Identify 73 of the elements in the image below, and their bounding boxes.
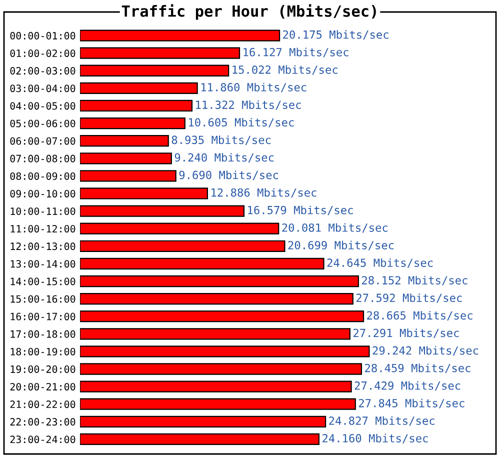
y-tick-label: 10:00-11:00	[10, 207, 76, 216]
bar	[80, 188, 208, 200]
data-label: 15.022 Mbits/sec	[232, 65, 338, 75]
data-label: 16.127 Mbits/sec	[244, 48, 348, 58]
data-label: 12.886 Mbits/sec	[212, 188, 316, 198]
bar	[80, 170, 176, 182]
y-tick-label: 00:00-01:00	[10, 32, 76, 40]
data-label: 11.322 Mbits/sec	[196, 100, 301, 110]
bar	[80, 205, 245, 217]
bar	[80, 222, 280, 234]
data-label: 24.160 Mbits/sec	[322, 434, 428, 444]
y-tick-label: 01:00-02:00	[10, 49, 76, 58]
bar	[80, 380, 352, 392]
y-tick-label: 04:00-05:00	[10, 102, 76, 110]
y-tick-label: 07:00-08:00	[10, 154, 76, 162]
y-tick-label: 16:00-17:00	[10, 312, 76, 320]
bar	[80, 30, 280, 42]
data-label: 28.665 Mbits/sec	[367, 311, 472, 320]
y-tick-label: 18:00-19:00	[10, 348, 76, 356]
bar	[80, 82, 198, 94]
data-label: 9.690 Mbits/sec	[179, 170, 278, 180]
y-tick-label: 02:00-03:00	[10, 67, 76, 75]
bar	[80, 47, 240, 59]
bar	[80, 117, 186, 130]
data-label: 29.242 Mbits/sec	[372, 346, 478, 356]
data-label: 11.860 Mbits/sec	[201, 82, 306, 92]
y-tick-label: 11:00-12:00	[10, 224, 76, 233]
y-tick-label: 08:00-09:00	[10, 172, 76, 180]
data-label: 27.291 Mbits/sec	[354, 328, 459, 338]
data-label: 28.152 Mbits/sec	[362, 276, 468, 286]
chart-title: Traffic per Hour (Mbits/sec)	[122, 4, 376, 20]
y-tick-label: 14:00-15:00	[10, 278, 76, 286]
bar	[80, 310, 364, 322]
data-label: 9.240 Mbits/sec	[174, 153, 274, 163]
bar	[80, 64, 230, 76]
y-tick-label: 06:00-07:00	[10, 137, 76, 145]
data-label: 20.699 Mbits/sec	[288, 240, 394, 250]
bar	[80, 433, 320, 446]
data-label: 16.579 Mbits/sec	[248, 206, 353, 216]
y-tick-label: 23:00-24:00	[10, 436, 76, 444]
data-label: 20.175 Mbits/sec	[283, 30, 388, 40]
data-label: 20.081 Mbits/sec	[282, 223, 388, 233]
y-tick-label: 12:00-13:00	[10, 242, 76, 250]
data-label: 27.845 Mbits/sec	[358, 398, 464, 408]
y-tick-label: 17:00-18:00	[10, 330, 76, 338]
bar	[80, 398, 356, 410]
bar	[80, 346, 370, 358]
bar	[80, 240, 286, 252]
y-tick-label: 15:00-16:00	[10, 295, 76, 303]
y-tick-label: 13:00-14:00	[10, 260, 76, 268]
data-label: 27.429 Mbits/sec	[354, 381, 460, 391]
y-tick-label: 21:00-22:00	[10, 400, 76, 408]
y-tick-label: 19:00-20:00	[10, 365, 76, 373]
y-tick-label: 09:00-10:00	[10, 190, 76, 198]
bar	[80, 258, 324, 270]
data-label: 10.605 Mbits/sec	[188, 118, 294, 128]
bar	[80, 152, 172, 164]
bar	[80, 100, 193, 112]
y-tick-label: 05:00-06:00	[10, 120, 76, 128]
data-label: 24.645 Mbits/sec	[327, 258, 433, 268]
bar	[80, 292, 354, 305]
data-label: 27.592 Mbits/sec	[356, 293, 462, 303]
y-tick-label: 20:00-21:00	[10, 382, 76, 391]
bar	[80, 416, 326, 428]
y-tick-label: 22:00-23:00	[10, 418, 76, 426]
bar	[80, 363, 362, 375]
data-label: 24.827 Mbits/sec	[329, 416, 434, 426]
data-label: 28.459 Mbits/sec	[365, 364, 470, 374]
bar	[80, 275, 359, 288]
bar	[80, 328, 350, 340]
bar	[80, 135, 169, 147]
data-label: 8.935 Mbits/sec	[172, 135, 271, 145]
y-tick-label: 03:00-04:00	[10, 84, 76, 92]
